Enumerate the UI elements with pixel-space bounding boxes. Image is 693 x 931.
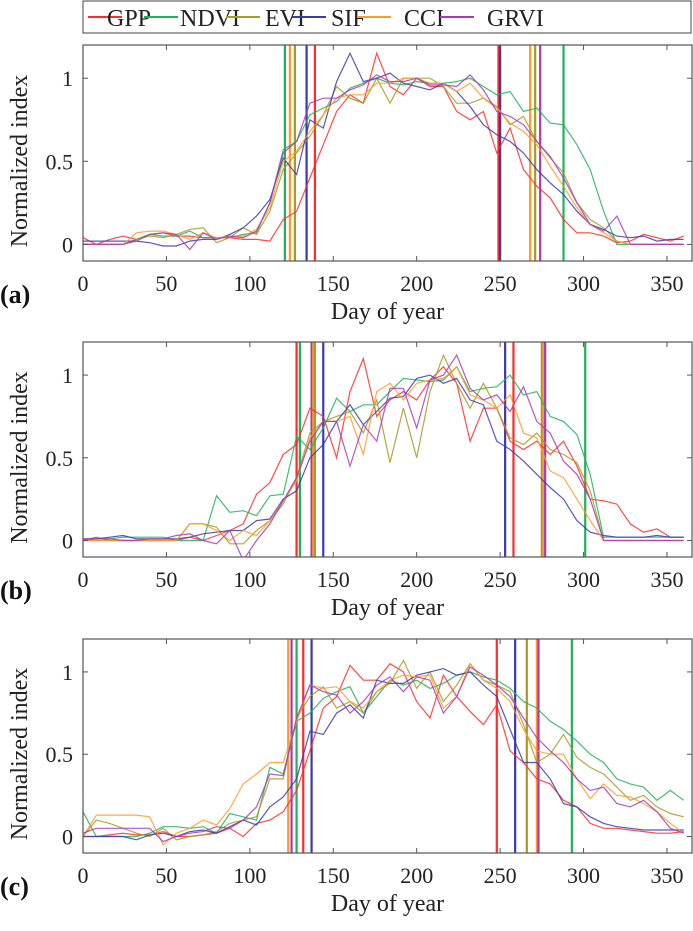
y-tick-label: 1 (62, 66, 73, 91)
legend-label: NDVI (180, 6, 240, 32)
y-tick-label: 0.5 (46, 446, 74, 471)
panel-label: (b) (0, 576, 32, 605)
y-axis-label: Normalized index (7, 668, 33, 841)
x-tick-label: 0 (78, 863, 89, 888)
y-tick-label: 0.5 (46, 742, 74, 767)
axes-box (82, 44, 693, 262)
series-line-grvi (83, 74, 684, 251)
y-axis-label: Normalized index (7, 371, 33, 544)
series-line-cci (83, 365, 684, 542)
x-axis-label: Day of year (331, 299, 444, 325)
x-tick-label: 350 (650, 567, 683, 592)
x-tick-label: 300 (567, 271, 600, 296)
x-tick-label: 50 (155, 271, 177, 296)
x-tick-label: 350 (650, 271, 683, 296)
plot-area (83, 639, 692, 853)
series-line-evi (83, 76, 684, 245)
series-lines (83, 51, 684, 251)
axes-box (82, 341, 693, 558)
series-line-sif (83, 51, 684, 247)
y-tick-label: 0 (62, 528, 73, 553)
series-line-gpp (83, 356, 684, 542)
legend: GPP NDVI EVI SIF CCI GRVI (82, 0, 692, 34)
series-lines (83, 659, 685, 846)
x-tick-label: 150 (317, 863, 350, 888)
panel-b: 0 50 100 150 200 250 300 350 0 0.5 1 Day of year Nor… (0, 341, 693, 621)
x-tick-label: 150 (317, 271, 350, 296)
x-tick-label: 0 (78, 271, 89, 296)
series-line-ndvi (83, 77, 684, 245)
series-line-sif (83, 667, 684, 841)
x-tick-label: 50 (155, 567, 177, 592)
series-line-grvi (83, 353, 684, 557)
series-line-cci (83, 77, 684, 245)
panel-label: (a) (0, 280, 30, 309)
series-line-evi (83, 659, 684, 841)
x-tick-label: 50 (155, 863, 177, 888)
x-tick-label: 200 (400, 567, 433, 592)
legend-entry-cci: CCI (357, 6, 444, 32)
series-line-cci (83, 662, 685, 846)
y-tick-label: 0 (62, 232, 73, 257)
legend-entry-grvi: GRVI (440, 6, 544, 32)
vertical-markers (287, 639, 573, 853)
x-tick-label: 350 (650, 863, 683, 888)
series-line-ndvi (83, 365, 684, 542)
x-axis-label: Day of year (331, 891, 444, 917)
panel-c: 0 50 100 150 200 250 300 350 0 0.5 1 Day of year Nor… (0, 638, 693, 917)
panel-a: 0 50 100 150 200 250 300 350 0 0.5 1 Day of year Nor… (0, 44, 693, 325)
vertical-markers (283, 45, 565, 261)
series-lines (83, 353, 684, 557)
legend-label: GPP (107, 6, 151, 32)
y-axis-label: Normalized index (7, 75, 33, 248)
x-tick-label: 300 (567, 567, 600, 592)
x-tick-label: 200 (400, 863, 433, 888)
x-tick-label: 100 (233, 567, 266, 592)
y-tick-label: 0 (62, 825, 73, 850)
legend-label: CCI (404, 6, 444, 32)
x-tick-label: 100 (233, 271, 266, 296)
series-line-sif (83, 374, 684, 540)
x-tick-label: 250 (484, 567, 517, 592)
x-tick-label: 300 (567, 863, 600, 888)
series-line-ndvi (83, 671, 685, 838)
y-tick-label: 0.5 (46, 149, 74, 174)
x-tick-label: 250 (484, 863, 517, 888)
y-tick-label: 1 (62, 363, 73, 388)
axes-box (82, 638, 693, 854)
legend-entry-gpp: GPP (88, 6, 151, 32)
panel-label: (c) (0, 872, 29, 901)
series-line-gpp (83, 51, 684, 246)
legend-label: GRVI (487, 6, 544, 32)
legend-label: SIF (331, 6, 366, 32)
x-tick-label: 250 (484, 271, 517, 296)
series-line-gpp (83, 662, 684, 838)
series-line-grvi (83, 666, 684, 843)
x-tick-label: 150 (317, 567, 350, 592)
legend-label: EVI (265, 6, 305, 32)
legend-entry-sif: SIF (292, 6, 366, 32)
legend-entry-evi: EVI (226, 6, 305, 32)
x-axis-label: Day of year (331, 595, 444, 621)
legend-entry-ndvi: NDVI (144, 6, 240, 32)
x-tick-label: 200 (400, 271, 433, 296)
x-tick-label: 0 (78, 567, 89, 592)
y-tick-label: 1 (62, 660, 73, 685)
x-tick-label: 100 (233, 863, 266, 888)
